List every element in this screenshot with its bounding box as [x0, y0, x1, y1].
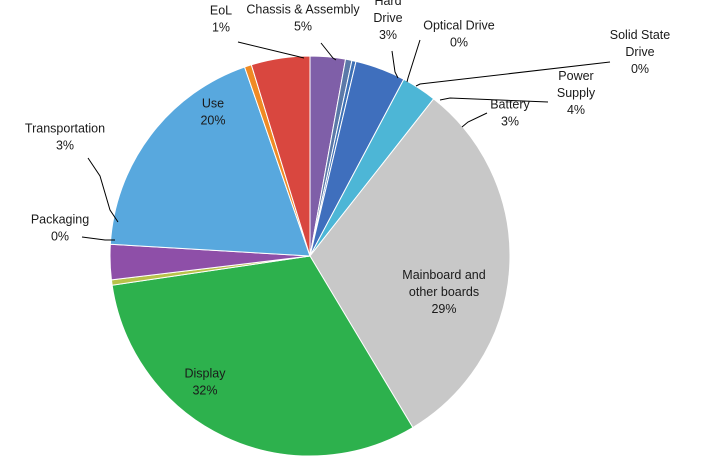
- slice-percent: 0%: [51, 230, 69, 244]
- slice-percent: 29%: [431, 302, 456, 316]
- slice-label: Chassis & Assembly 5%: [246, 3, 360, 34]
- slice-name: Power: [558, 69, 593, 83]
- leader-line: [237, 41, 305, 59]
- leader-line: [87, 157, 119, 223]
- pie-slice: [250, 55, 311, 257]
- leader-line: [439, 97, 549, 103]
- slice-name: Optical Drive: [423, 19, 495, 33]
- leader-line: [81, 236, 115, 241]
- pie-slices: [109, 55, 511, 457]
- slice-label: Transportation 3%: [25, 122, 105, 153]
- slice-percent: 20%: [200, 114, 225, 128]
- slice-label: EoL 1%: [210, 4, 232, 35]
- leader-lines: [81, 39, 611, 241]
- slice-label: Optical Drive 0%: [423, 19, 495, 50]
- leader-line: [461, 112, 488, 128]
- pie-slice: [309, 98, 511, 429]
- slice-percent: 3%: [501, 115, 519, 129]
- slice-name: Solid State: [610, 28, 671, 42]
- slice-percent: 1%: [212, 21, 230, 35]
- slice-percent: 0%: [631, 62, 649, 76]
- slice-name: Display: [185, 367, 227, 381]
- slice-name: Mainboard and: [402, 268, 485, 282]
- slice-label: Use 20%: [200, 97, 225, 128]
- slice-name: Packaging: [31, 213, 89, 227]
- slice-label: Display 32%: [185, 367, 227, 398]
- slice-name: Use: [202, 97, 224, 111]
- slice-percent: 0%: [450, 36, 468, 50]
- slice-percent: 3%: [379, 28, 397, 42]
- slice-name: EoL: [210, 4, 232, 18]
- slice-name: Chassis & Assembly: [246, 3, 360, 17]
- slice-label: Solid State Drive 0%: [610, 28, 671, 76]
- slice-name: Supply: [557, 86, 596, 100]
- slice-label: Mainboard and other boards 29%: [402, 268, 485, 316]
- slice-name: Transportation: [25, 122, 105, 136]
- slice-label: Battery 3%: [490, 98, 530, 129]
- slice-label: Power Supply 4%: [557, 69, 596, 117]
- leader-line: [320, 42, 337, 61]
- leader-line: [406, 39, 421, 83]
- slice-percent: 4%: [567, 103, 585, 117]
- slice-name: other boards: [409, 285, 479, 299]
- slice-label: Hard Drive 3%: [373, 0, 402, 42]
- slice-percent: 32%: [192, 384, 217, 398]
- slice-percent: 5%: [294, 20, 312, 34]
- slice-percent: 3%: [56, 139, 74, 153]
- slice-label: Packaging 0%: [31, 213, 89, 244]
- slice-name: Hard: [374, 0, 401, 8]
- leader-line: [391, 50, 399, 79]
- leader-line: [415, 61, 611, 87]
- pie-slice: [111, 255, 414, 457]
- slice-labels: Hard Drive 3% Optical Drive 0% Solid State Dri…: [25, 0, 670, 398]
- slice-name: Drive: [625, 45, 654, 59]
- slice-name: Drive: [373, 11, 402, 25]
- slice-name: Battery: [490, 98, 530, 112]
- pie-slice: [109, 66, 311, 257]
